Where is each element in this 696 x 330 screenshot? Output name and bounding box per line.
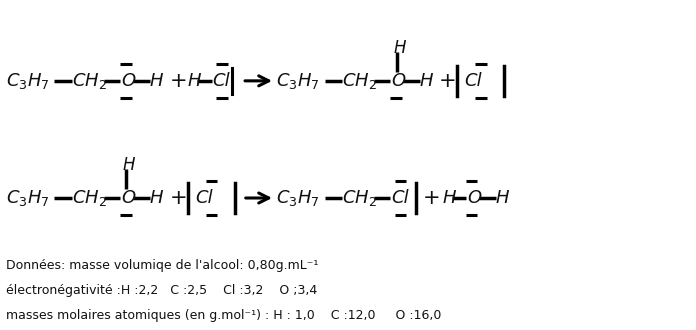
Text: Cl: Cl [195,189,212,207]
Text: O: O [121,72,135,90]
Text: Cl: Cl [391,189,409,207]
Text: H: H [150,189,163,207]
Text: +: + [423,188,441,208]
Text: $C_3H_7$: $C_3H_7$ [6,71,49,91]
Text: $CH_2$: $CH_2$ [342,71,377,91]
Text: H: H [188,72,201,90]
Text: +: + [438,71,456,91]
Text: Cl: Cl [212,72,230,90]
Text: H: H [393,39,406,57]
Text: $CH_2$: $CH_2$ [72,71,106,91]
Text: +: + [170,71,187,91]
Text: O: O [391,72,405,90]
Text: +: + [170,188,187,208]
Text: H: H [122,156,135,174]
Text: Cl: Cl [464,72,482,90]
Text: H: H [420,72,433,90]
Text: Données: masse volumiqe de l'alcool: 0,80g.mL⁻¹: Données: masse volumiqe de l'alcool: 0,8… [6,259,318,272]
Text: H: H [150,72,163,90]
Text: $CH_2$: $CH_2$ [342,188,377,208]
Text: H: H [496,189,509,207]
Text: $C_3H_7$: $C_3H_7$ [276,71,319,91]
Text: $C_3H_7$: $C_3H_7$ [6,188,49,208]
Text: électronégativité :H :2,2   C :2,5    Cl :3,2    O ;3,4: électronégativité :H :2,2 C :2,5 Cl :3,2… [6,284,317,297]
Text: masses molaires atomiques (en g.mol⁻¹) : H : 1,0    C :12,0     O :16,0: masses molaires atomiques (en g.mol⁻¹) :… [6,309,441,322]
Text: $C_3H_7$: $C_3H_7$ [276,188,319,208]
Text: O: O [121,189,135,207]
Text: O: O [467,189,481,207]
Text: H: H [443,189,456,207]
Text: $CH_2$: $CH_2$ [72,188,106,208]
